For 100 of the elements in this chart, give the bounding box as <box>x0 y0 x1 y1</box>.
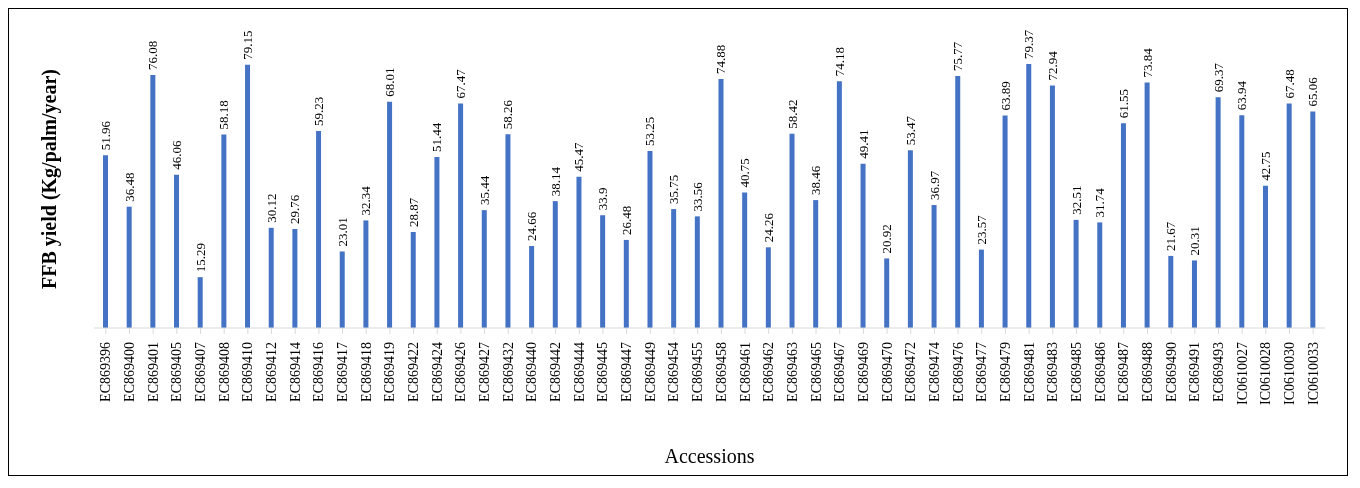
data-label: 53.25 <box>642 116 658 146</box>
bar <box>1097 222 1103 328</box>
x-tick-label: EC869427 <box>477 342 493 402</box>
x-tick-label: EC869454 <box>666 342 682 402</box>
data-label: 61.55 <box>1115 89 1131 119</box>
data-label: 67.47 <box>453 68 469 99</box>
bar <box>1026 64 1032 328</box>
bar <box>1002 115 1008 328</box>
x-tick-label: EC869462 <box>761 342 777 402</box>
x-tick-label: EC869476 <box>950 342 966 402</box>
data-label: 74.18 <box>831 47 847 77</box>
x-tick-label: EC869419 <box>382 342 398 402</box>
data-label: 29.76 <box>287 194 303 225</box>
x-tick-label: EC869396 <box>98 342 114 402</box>
x-tick-label: EC869440 <box>524 342 540 402</box>
data-label: 31.74 <box>1092 187 1108 218</box>
bar <box>955 75 961 328</box>
x-tick-label: EC869416 <box>311 342 327 402</box>
bar <box>694 216 700 328</box>
data-label: 65.06 <box>1305 76 1321 107</box>
data-label: 38.46 <box>808 165 824 196</box>
x-tick-label: EC869470 <box>879 342 895 402</box>
x-tick-label: EC869465 <box>808 342 824 402</box>
data-label: 32.51 <box>1068 185 1084 215</box>
x-tick-label: EC869477 <box>974 342 990 402</box>
bar <box>860 163 866 328</box>
data-label: 38.14 <box>547 166 563 197</box>
bar <box>126 206 132 328</box>
bar <box>221 134 227 328</box>
data-label: 73.84 <box>1139 47 1155 78</box>
x-tick-label: EC869410 <box>240 342 256 402</box>
x-tick-label: EC869447 <box>619 342 635 402</box>
bar <box>1191 260 1197 328</box>
bar <box>150 74 156 328</box>
data-label: 42.75 <box>1257 151 1273 181</box>
data-label: 49.41 <box>855 129 871 159</box>
x-tick-label: EC869469 <box>855 342 871 402</box>
bar <box>931 205 937 328</box>
bar <box>387 101 393 328</box>
x-tick-label: EC869408 <box>216 342 232 402</box>
data-label: 32.34 <box>358 185 374 216</box>
x-tick-label: EC869461 <box>737 342 753 402</box>
x-tick-label: EC869444 <box>571 342 587 402</box>
x-tick-label: EC869463 <box>784 342 800 402</box>
x-tick-label: EC869400 <box>122 342 138 402</box>
data-label: 72.94 <box>1044 50 1060 81</box>
data-label: 36.97 <box>926 170 942 201</box>
data-label: 69.37 <box>1210 62 1226 93</box>
bar <box>600 215 606 328</box>
x-tick-label: EC869490 <box>1163 342 1179 402</box>
bar <box>103 155 108 328</box>
x-tick-label: EC869422 <box>406 342 422 402</box>
x-tick-label: EC869418 <box>358 342 374 402</box>
bar <box>907 150 913 328</box>
x-tick-label: EC869405 <box>169 342 185 402</box>
x-tick-label: EC869458 <box>713 342 729 402</box>
bar <box>529 245 535 328</box>
y-axis-title: FFB yield (Kg/palm/year) <box>38 69 61 289</box>
x-tick-label: EC869491 <box>1187 342 1203 402</box>
x-tick-label: EC869467 <box>832 342 848 402</box>
data-label: 28.87 <box>405 197 421 227</box>
x-tick-label: EC869455 <box>690 342 706 402</box>
data-label: 35.75 <box>666 174 682 205</box>
bar <box>647 150 653 328</box>
bar <box>339 251 345 328</box>
x-tick-label: EC869424 <box>429 342 445 402</box>
data-label: 58.26 <box>500 99 516 130</box>
data-label: 75.77 <box>950 41 966 71</box>
data-label: 79.15 <box>240 30 256 60</box>
bar <box>742 192 748 328</box>
bar <box>1144 82 1150 328</box>
x-tick-label: EC869445 <box>595 342 611 402</box>
bar <box>1215 97 1221 328</box>
data-label: 23.57 <box>973 214 989 245</box>
x-tick-label: EC869485 <box>1068 342 1084 402</box>
bar <box>245 64 251 328</box>
x-tick-label: EC869472 <box>903 342 919 402</box>
bar <box>836 81 842 328</box>
data-label: 33.9 <box>595 187 611 211</box>
bar <box>481 210 487 328</box>
data-label: 24.26 <box>760 212 776 243</box>
bar <box>718 78 724 328</box>
x-tick-label: EC869412 <box>264 342 280 402</box>
data-label: 24.66 <box>524 211 540 241</box>
data-label: 76.08 <box>145 40 161 70</box>
data-label: 20.31 <box>1186 226 1202 256</box>
data-label: 40.75 <box>737 158 753 188</box>
bar <box>765 247 771 328</box>
bar <box>1286 103 1292 328</box>
bar <box>978 249 984 328</box>
bar <box>789 133 795 328</box>
bar <box>576 176 582 328</box>
x-tick-label: EC869442 <box>548 342 564 402</box>
x-tick-label: EC869483 <box>1045 342 1061 402</box>
bar <box>1049 85 1055 328</box>
bar <box>434 156 440 328</box>
x-tick-label: EC869426 <box>453 342 469 402</box>
bar <box>458 103 464 328</box>
data-label: 68.01 <box>382 67 398 97</box>
x-tick-label: EC869487 <box>1116 342 1132 402</box>
